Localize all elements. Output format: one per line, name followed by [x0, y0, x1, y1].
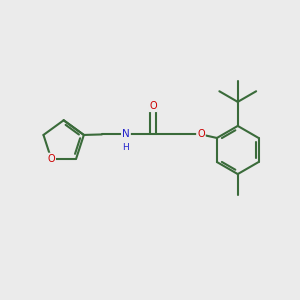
Text: N: N	[122, 129, 130, 140]
Text: H: H	[123, 143, 129, 152]
Text: O: O	[47, 154, 55, 164]
Text: O: O	[149, 101, 157, 111]
Text: O: O	[197, 129, 205, 140]
